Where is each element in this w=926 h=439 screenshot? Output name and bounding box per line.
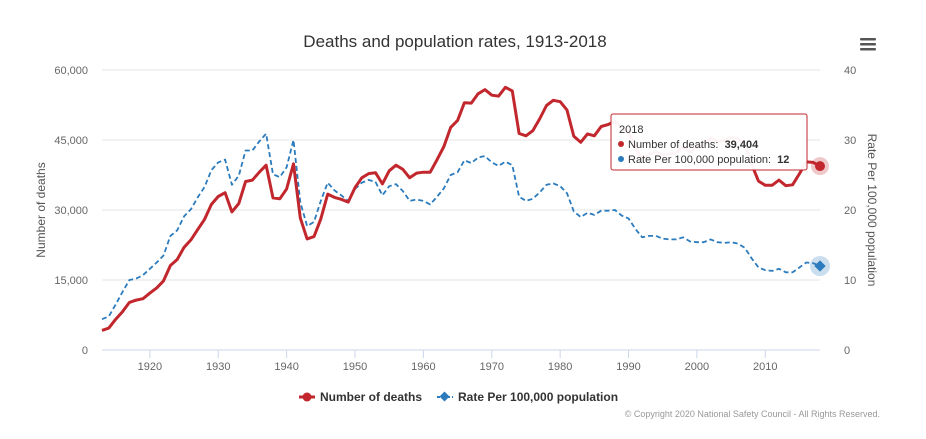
x-tick-label: 1980 (548, 361, 572, 373)
tooltip-rate-marker (618, 156, 624, 162)
x-tick-label: 1930 (206, 361, 230, 373)
credits: © Copyright 2020 National Safety Council… (625, 409, 880, 419)
y-tick-label-right: 10 (844, 275, 856, 287)
y-axis-title-left: Number of deaths (34, 162, 48, 257)
hamburger-menu-icon[interactable] (856, 34, 880, 54)
y-tick-label-right: 30 (844, 135, 856, 147)
tooltip-rate-label: Rate Per 100,000 population: (628, 154, 771, 166)
y-tick-label-left: 60,000 (54, 65, 88, 77)
tooltip-year: 2018 (619, 124, 643, 136)
tooltip-deaths-marker (618, 141, 624, 147)
data-point-rate-2018[interactable] (814, 260, 826, 272)
y-tick-label-right: 0 (844, 345, 850, 357)
x-tick-label: 1940 (274, 361, 298, 373)
x-tick-label: 1950 (343, 361, 367, 373)
legend-item-rate[interactable]: Rate Per 100,000 population (437, 390, 618, 404)
legend-label-rate: Rate Per 100,000 population (458, 390, 618, 404)
x-tick-label: 1990 (616, 361, 640, 373)
y-axis-title-right: Rate Per 100,000 population (865, 134, 879, 287)
x-tick-label: 1960 (411, 361, 435, 373)
y-axis-left: 0 15,000 30,000 45,000 60,000 (54, 65, 88, 357)
legend: Number of deaths Rate Per 100,000 popula… (299, 390, 618, 404)
tooltip-deaths-label: Number of deaths: (628, 139, 719, 151)
legend-label-deaths: Number of deaths (320, 390, 422, 404)
y-tick-label-left: 30,000 (54, 205, 88, 217)
y-tick-label-right: 40 (844, 65, 856, 77)
x-axis: 1920 1930 1940 1950 1960 1970 1980 1990 2000 2010 (102, 349, 820, 373)
x-tick-label: 2000 (685, 361, 709, 373)
legend-item-deaths[interactable]: Number of deaths (299, 390, 422, 404)
tooltip: 2018 Number of deaths: 39,404 Rate Per 1… (610, 113, 808, 171)
y-tick-label-left: 15,000 (54, 275, 88, 287)
tooltip-deaths-value: 39,404 (725, 139, 760, 151)
y-tick-label-left: 45,000 (54, 135, 88, 147)
tooltip-rate-line: Rate Per 100,000 population: 12 (628, 154, 789, 166)
y-axis-right: 0 10 20 30 40 (844, 65, 856, 357)
y-tick-label-left: 0 (82, 345, 88, 357)
chart-title: Deaths and population rates, 1913-2018 (303, 32, 606, 51)
tooltip-box (610, 113, 808, 171)
x-tick-label: 1970 (480, 361, 504, 373)
x-tick-label: 2010 (753, 361, 777, 373)
tooltip-deaths-line: Number of deaths: 39,404 (628, 139, 759, 151)
tooltip-rate-value: 12 (777, 154, 789, 166)
y-tick-label-right: 20 (844, 205, 856, 217)
data-point-deaths-2018[interactable] (815, 161, 825, 172)
x-tick-label: 1920 (138, 361, 162, 373)
